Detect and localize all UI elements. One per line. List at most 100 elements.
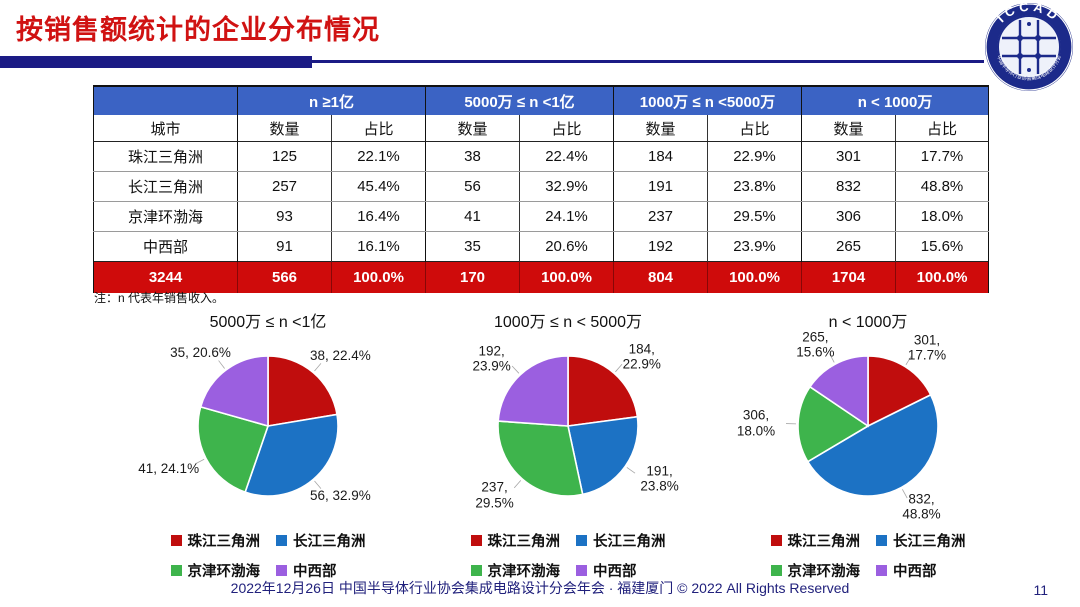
pie-slice-中西部 xyxy=(808,355,869,428)
total-cell: 1704 xyxy=(801,261,896,293)
legend-item: 京津环渤海 xyxy=(470,560,560,581)
chart-title: 5000万 ≤ n <1亿 xyxy=(209,314,327,331)
pie-chart: 184, 22.9% 191, 23.8% 237, 29.5% 192, 23.9% xyxy=(418,334,718,520)
table-row: 中西部 91 16.1% 35 20.6% 192 23.9% 265 15.6… xyxy=(93,231,990,262)
iccad-logo: ICCAD 中国半导体行业协会集成电路设计分会 xyxy=(984,0,1074,92)
page-number: 11 xyxy=(1033,582,1048,598)
label-leader-line xyxy=(314,363,322,372)
pie-slice-label: 192, 23.9% xyxy=(472,343,511,374)
column-header-share: 占比 xyxy=(519,115,614,142)
chart-title: 1000万 ≤ n < 5000万 xyxy=(494,314,642,331)
pie-slice-label: 306, 18.0% xyxy=(736,407,776,439)
legend-label: 中西部 xyxy=(893,564,937,580)
table-cell: 24.1% xyxy=(519,201,614,232)
legend-item: 长江三角洲 xyxy=(876,530,966,551)
pie-slice-中西部 xyxy=(199,355,269,428)
column-header-share: 占比 xyxy=(894,115,990,142)
footer-text: 2022年12月26日 中国半导体行业协会集成电路设计分会年会 · 福建厦门 ©… xyxy=(230,580,850,596)
charts-row: 5000万 ≤ n <1亿 38, 22.4% 56, 32.9% 41, 24.1… xyxy=(118,308,1006,581)
table-footnote: 注：n 代表年销售收入。 xyxy=(94,291,225,305)
pie-slice-label: 832, 48.8% xyxy=(902,491,941,522)
legend-swatch-blue xyxy=(576,535,587,546)
legend-label: 珠江三角洲 xyxy=(487,534,561,550)
total-cell: 170 xyxy=(425,261,520,293)
pie-slice-label: 41, 24.1% xyxy=(138,460,200,476)
table-row: 珠江三角洲 125 22.1% 38 22.4% 184 22.9% 301 1… xyxy=(93,141,990,172)
pie-slice-珠江三角洲 xyxy=(567,355,639,427)
table-cell: 191 xyxy=(613,171,708,202)
label-leader-line xyxy=(905,356,912,366)
legend-swatch-purple xyxy=(876,565,887,576)
label-leader-line xyxy=(513,480,522,489)
table-cell: 56 xyxy=(425,171,520,202)
legend-item: 珠江三角洲 xyxy=(470,530,561,551)
legend-label: 珠江三角洲 xyxy=(187,534,261,550)
legend-swatch-red xyxy=(170,535,182,546)
label-leader-line xyxy=(615,364,623,373)
table-cell: 832 xyxy=(801,171,896,202)
table-cell: 41 xyxy=(425,201,520,232)
pie-slice-珠江三角洲 xyxy=(867,355,932,428)
pie-slice-label: 35, 20.6% xyxy=(170,344,231,360)
pie-slice-京津环渤海 xyxy=(797,385,870,463)
table-row: 京津环渤海 93 16.4% 41 24.1% 237 29.5% 306 18… xyxy=(93,201,990,232)
group-header: n ≥1亿 xyxy=(237,86,426,115)
pie-slice-label: 56, 32.9% xyxy=(309,488,371,504)
column-header-count: 数量 xyxy=(613,115,708,142)
column-header-share: 占比 xyxy=(707,115,802,142)
legend-item: 中西部 xyxy=(276,560,366,581)
table-cell: 22.1% xyxy=(331,141,426,172)
table-cell: 265 xyxy=(801,231,896,262)
table-sub-header-row: 城市 数量 占比 数量 占比 数量 占比 数量 占比 xyxy=(93,115,990,142)
column-header-count: 数量 xyxy=(801,115,896,142)
legend-swatch-purple xyxy=(276,565,287,576)
label-leader-line xyxy=(314,480,322,489)
legend-item: 中西部 xyxy=(876,560,966,581)
table-cell: 16.4% xyxy=(331,201,426,232)
legend-label: 珠江三角洲 xyxy=(787,534,861,550)
legend-item: 京津环渤海 xyxy=(770,560,860,581)
title-underline-bar xyxy=(0,56,312,68)
column-header-share: 占比 xyxy=(331,115,426,142)
legend-label: 长江三角洲 xyxy=(293,534,366,550)
legend-item: 珠江三角洲 xyxy=(770,530,861,551)
table-cell: 45.4% xyxy=(331,171,426,202)
page-title: 按销售额统计的企业分布情况 xyxy=(16,15,380,45)
table-cell: 22.4% xyxy=(519,141,614,172)
pie-slice-label: 38, 22.4% xyxy=(309,348,371,364)
total-cell: 566 xyxy=(237,261,332,293)
city-cell: 长江三角洲 xyxy=(93,171,238,202)
table-total-row: 3244 566 100.0% 170 100.0% 804 100.0% 17… xyxy=(93,261,990,293)
total-cell: 3244 xyxy=(93,261,238,293)
legend-swatch-green xyxy=(470,565,482,576)
table-cell: 237 xyxy=(613,201,708,232)
table-group-header-row: n ≥1亿 5000万 ≤ n <1亿 1000万 ≤ n <5000万 n <… xyxy=(93,86,990,115)
table-cell: 257 xyxy=(237,171,332,202)
pie-chart: 38, 22.4% 56, 32.9% 41, 24.1% 35, 20.6% xyxy=(118,334,418,520)
label-leader-line xyxy=(511,365,520,374)
pie-slice-label: 184, 22.9% xyxy=(622,341,661,372)
column-header-count: 数量 xyxy=(425,115,520,142)
label-leader-line xyxy=(902,489,908,499)
label-leader-line xyxy=(626,467,636,474)
pie-chart-block-3: n < 1000万 301, 17.7% 832, 48.8% 306, 18.0%… xyxy=(718,308,1018,581)
table-cell: 17.7% xyxy=(894,141,990,172)
table-cell: 20.6% xyxy=(519,231,614,262)
total-cell: 804 xyxy=(613,261,708,293)
pie-slice-长江三角洲 xyxy=(244,413,339,497)
table-cell: 306 xyxy=(801,201,896,232)
table-cell: 91 xyxy=(237,231,332,262)
pie-slice-长江三角洲 xyxy=(567,415,639,496)
chart-legend: 珠江三角洲 长江三角洲 京津环渤海 中西部 xyxy=(170,530,366,581)
table-cell: 301 xyxy=(801,141,896,172)
legend-swatch-green xyxy=(170,565,182,576)
table-cell: 35 xyxy=(425,231,520,262)
legend-label: 中西部 xyxy=(593,564,637,580)
pie-slice-中西部 xyxy=(497,355,569,427)
pie-slice-京津环渤海 xyxy=(197,405,270,494)
column-header-count: 数量 xyxy=(237,115,332,142)
total-cell: 100.0% xyxy=(707,261,802,293)
legend-item: 长江三角洲 xyxy=(276,530,366,551)
table-corner-cell xyxy=(93,86,238,115)
